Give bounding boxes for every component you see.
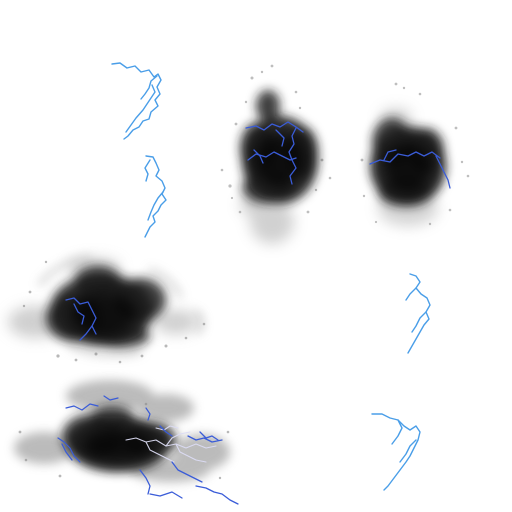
storm-cloud-2 <box>360 82 470 226</box>
lightning-bolt-2 <box>144 155 167 238</box>
lightning-bolt-3 <box>405 273 431 354</box>
storm-cloud-1 <box>220 64 332 244</box>
storm-cloud-3 <box>8 256 206 364</box>
storm-cloud-4 <box>14 380 239 505</box>
lightning-bolt-4 <box>371 413 421 491</box>
lightning-bolt-1 <box>111 62 162 140</box>
